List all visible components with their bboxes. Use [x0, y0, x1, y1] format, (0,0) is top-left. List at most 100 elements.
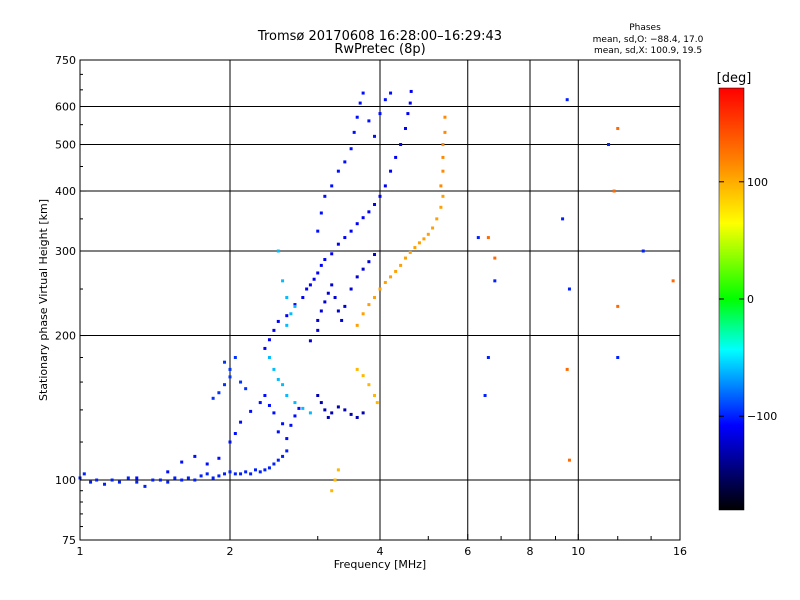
echo-point — [330, 252, 334, 256]
echo-point — [244, 387, 248, 391]
echo-point — [426, 232, 430, 236]
echo-point — [316, 271, 320, 275]
echo-point — [211, 476, 215, 480]
echo-point — [355, 275, 359, 279]
echo-point — [431, 226, 435, 230]
echo-point — [413, 246, 417, 250]
echo-point — [126, 476, 130, 480]
echo-point — [355, 222, 359, 226]
echo-point — [336, 405, 340, 409]
echo-point — [349, 287, 353, 291]
echo-point — [217, 474, 221, 478]
echo-point — [383, 184, 387, 188]
echo-point — [616, 126, 620, 130]
echo-point — [441, 143, 445, 147]
x-axis-label: Frequency [MHz] — [334, 558, 426, 571]
echo-point — [223, 472, 227, 476]
echo-point — [349, 147, 353, 151]
echo-point — [205, 462, 209, 466]
echo-point — [330, 283, 334, 287]
echo-point — [233, 472, 237, 476]
x-tick-label: 2 — [227, 545, 234, 558]
y-tick-label: 400 — [55, 185, 76, 198]
echo-point — [373, 394, 377, 398]
y-tick-label: 750 — [55, 54, 76, 67]
colorbar-tick-label: 100 — [747, 176, 768, 189]
echo-point — [349, 229, 353, 233]
echo-point — [483, 394, 487, 398]
echo-point — [151, 478, 155, 482]
echo-point — [352, 130, 356, 134]
echo-point — [158, 478, 162, 482]
echo-point — [276, 249, 280, 253]
echo-point — [319, 211, 323, 215]
echo-point — [441, 155, 445, 159]
echo-point — [361, 411, 365, 415]
y-tick-label: 100 — [55, 474, 76, 487]
echo-point — [319, 309, 323, 313]
echo-point — [616, 304, 620, 308]
echo-point — [323, 300, 327, 304]
echo-point — [323, 408, 327, 412]
echo-point — [253, 468, 257, 472]
echo-point — [340, 318, 344, 322]
echo-point — [409, 89, 413, 93]
echo-point — [435, 217, 439, 221]
echo-point — [567, 287, 571, 291]
echo-point — [375, 401, 379, 405]
echo-point — [330, 489, 334, 493]
echo-point — [281, 454, 285, 458]
echo-point — [143, 484, 147, 488]
echo-point — [361, 312, 365, 316]
echo-point — [607, 143, 611, 147]
echo-point — [316, 229, 320, 233]
echo-point — [326, 291, 330, 295]
echo-point — [403, 126, 407, 130]
y-tick-label: 75 — [62, 534, 76, 547]
echo-point — [361, 267, 365, 271]
echo-point — [285, 449, 289, 453]
echo-point — [367, 119, 371, 123]
echo-point — [389, 275, 393, 279]
echo-point — [305, 287, 309, 291]
echo-point — [333, 296, 337, 300]
echo-point — [443, 130, 447, 134]
y-tick-label: 600 — [55, 101, 76, 114]
echo-point — [561, 217, 565, 221]
echo-point — [439, 184, 443, 188]
echo-point — [671, 279, 675, 283]
echo-point — [285, 437, 289, 441]
echo-point — [361, 91, 365, 95]
echo-point — [336, 309, 340, 313]
echo-point — [406, 112, 410, 116]
echo-point — [330, 184, 334, 188]
echo-point — [285, 323, 289, 327]
echo-point — [95, 478, 99, 482]
echo-point — [389, 169, 393, 173]
echo-point — [276, 458, 280, 462]
echo-point — [276, 377, 280, 381]
gridlines — [80, 60, 680, 540]
plot-area: 1 2 4 6 8 10 16 75 100 200 300 400 500 600 750 — [55, 54, 687, 558]
echo-point — [355, 323, 359, 327]
x-ticks: 1 2 4 6 8 10 16 — [77, 534, 687, 558]
echo-point — [293, 414, 297, 418]
echo-point — [565, 98, 569, 102]
echo-point — [336, 242, 340, 246]
echo-point — [258, 401, 262, 405]
echo-point — [443, 115, 447, 119]
echo-point — [281, 422, 285, 426]
y-tick-label: 500 — [55, 139, 76, 152]
x-tick-label: 1 — [77, 545, 84, 558]
echo-point — [263, 468, 267, 472]
chart-title: Tromsø 20170608 16:28:00–16:29:43 — [257, 29, 502, 44]
echo-point — [82, 472, 86, 476]
echo-point — [316, 318, 320, 322]
echo-point — [358, 101, 362, 105]
echo-point — [373, 296, 377, 300]
echo-point — [493, 256, 497, 260]
echo-point — [361, 374, 365, 378]
data-points — [78, 89, 675, 493]
echo-point — [355, 367, 359, 371]
echo-point — [166, 470, 170, 474]
